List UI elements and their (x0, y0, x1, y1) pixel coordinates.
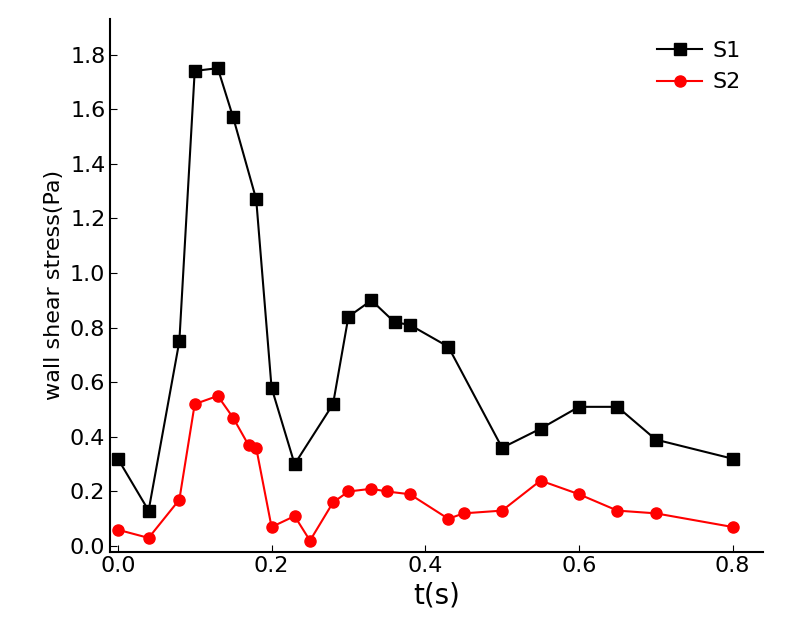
S1 (113, 455, 123, 463)
S2 (382, 488, 392, 495)
S1 (267, 384, 276, 392)
S1 (651, 436, 660, 443)
S1 (367, 297, 376, 304)
S1 (228, 113, 238, 121)
S1 (252, 195, 261, 203)
Line: S2: S2 (113, 391, 738, 547)
S2 (344, 488, 353, 495)
S2 (290, 512, 299, 520)
S2 (459, 510, 468, 517)
S2 (497, 507, 507, 514)
S1 (175, 337, 184, 345)
S2 (728, 523, 737, 531)
S2 (575, 491, 584, 498)
S1 (213, 65, 223, 72)
S2 (536, 477, 545, 484)
S2 (190, 400, 199, 408)
S1 (290, 460, 299, 468)
S2 (213, 392, 223, 399)
S2 (252, 444, 261, 451)
S1 (328, 400, 338, 408)
S2 (175, 496, 184, 503)
S1 (497, 444, 507, 451)
S2 (113, 526, 123, 534)
Line: S1: S1 (113, 63, 738, 516)
S1 (390, 318, 399, 326)
S2 (228, 414, 238, 422)
S1 (728, 455, 737, 463)
S1 (190, 67, 199, 75)
S2 (444, 515, 453, 522)
S1 (144, 507, 153, 514)
S2 (328, 498, 338, 506)
S2 (144, 534, 153, 541)
S2 (305, 537, 315, 545)
S2 (405, 491, 415, 498)
S1 (575, 403, 584, 411)
S1 (344, 313, 353, 321)
Legend: S1, S2: S1, S2 (646, 30, 752, 103)
S1 (612, 403, 622, 411)
X-axis label: t(s): t(s) (413, 582, 460, 610)
S2 (244, 441, 253, 449)
S2 (367, 485, 376, 493)
S2 (612, 507, 622, 514)
S2 (651, 510, 660, 517)
S1 (405, 321, 415, 328)
S2 (267, 523, 276, 531)
S1 (444, 343, 453, 351)
S1 (536, 425, 545, 432)
Y-axis label: wall shear stress(Pa): wall shear stress(Pa) (44, 171, 65, 400)
